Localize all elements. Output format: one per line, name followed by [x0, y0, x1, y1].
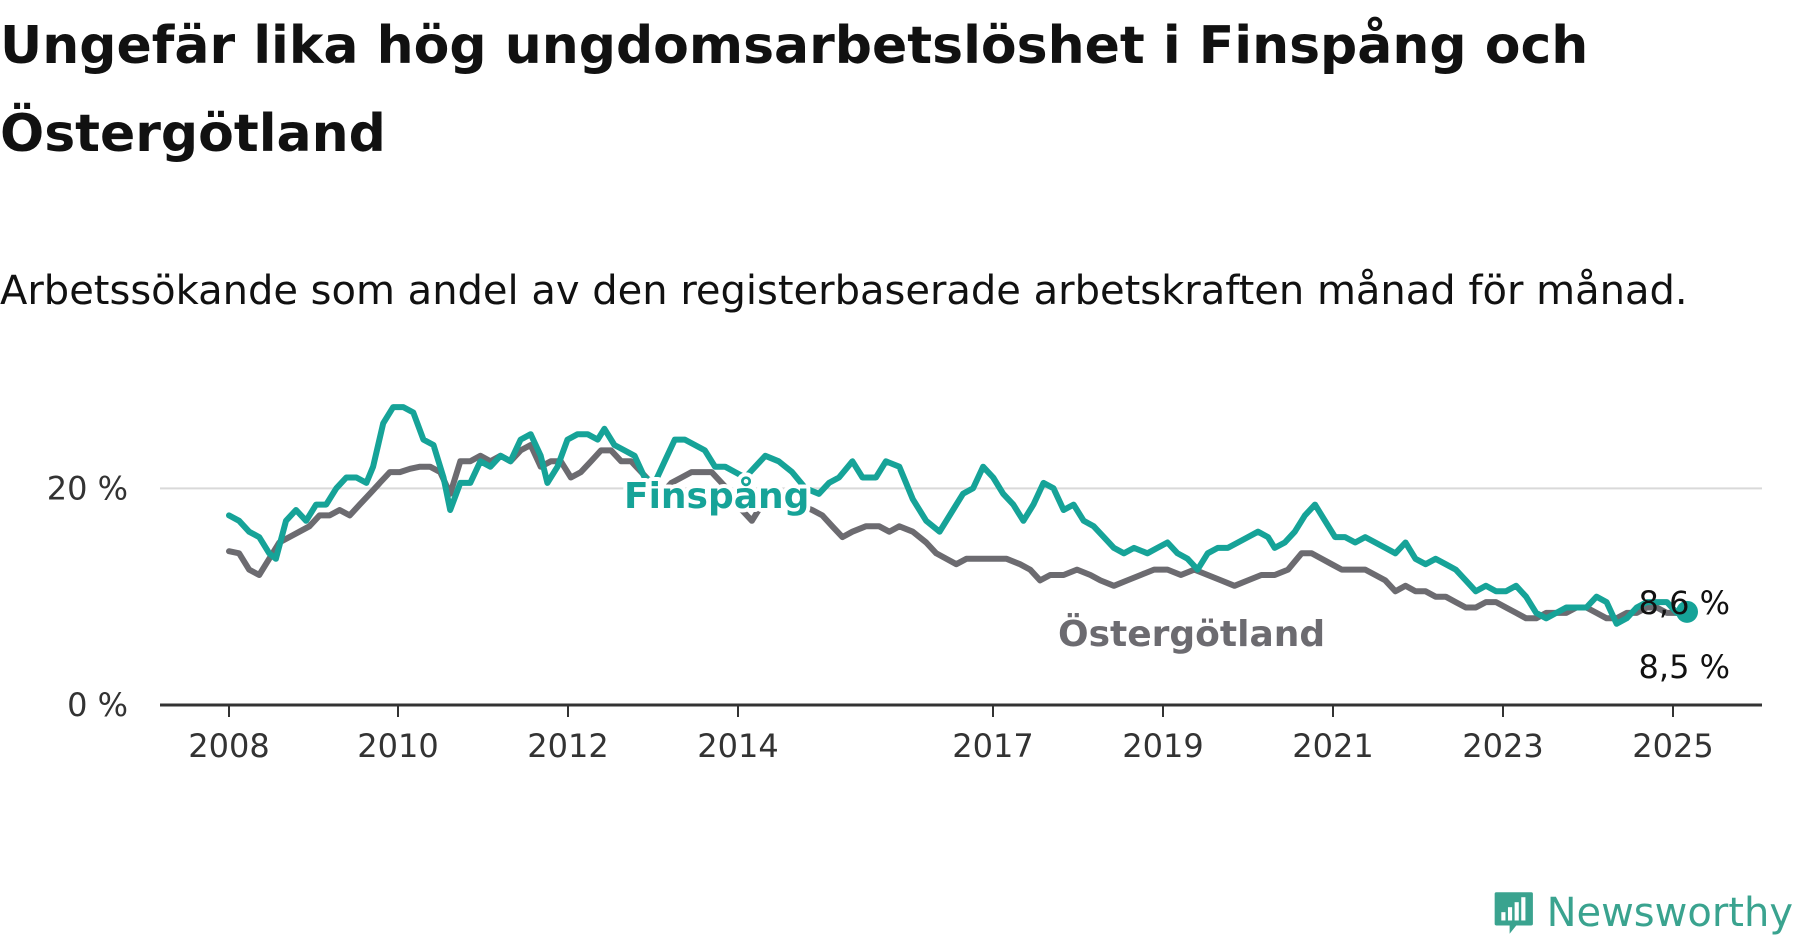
newsworthy-logo: Newsworthy — [1493, 886, 1793, 940]
x-tick-label: 2023 — [1462, 727, 1543, 765]
logo-text: Newsworthy — [1546, 890, 1793, 936]
axis-layer: 0 % 20 % 2008 2010 2012 2014 2017 2019 2021 2023 2… — [47, 469, 1762, 765]
series-layer — [226, 404, 1698, 627]
x-tick-label: 2025 — [1632, 727, 1713, 765]
series-label-finspang: Finspång — [624, 476, 809, 517]
x-tick-label: 2017 — [952, 727, 1033, 765]
series-line-finspang — [226, 404, 1690, 627]
chart-title: Ungefär lika hög ungdomsarbetslöshet i F… — [0, 16, 1589, 164]
x-tick-label: 2012 — [527, 727, 608, 765]
y-tick-label: 20 % — [47, 469, 128, 507]
label-layer: Finspång Östergötland 8,6 % 8,5 % — [620, 472, 1730, 686]
x-tick-label: 2021 — [1292, 727, 1373, 765]
chart-subtitle: Arbetssökande som andel av den registerb… — [0, 268, 1688, 314]
x-tick-label: 2010 — [357, 727, 438, 765]
series-label-ostergotland: Östergötland — [1058, 613, 1325, 655]
x-tick-label: 2019 — [1122, 727, 1203, 765]
end-value-label-finspang: 8,6 % — [1639, 584, 1730, 622]
bar-chart-logo-icon — [1494, 892, 1533, 934]
y-tick-label: 0 % — [67, 686, 128, 724]
x-tick-label: 2008 — [188, 727, 269, 765]
end-value-label-ostergotland: 8,5 % — [1639, 648, 1730, 686]
series-endpoint-finspang — [1676, 600, 1698, 623]
series-line-ostergotland — [226, 442, 1690, 622]
x-tick-label: 2014 — [697, 727, 778, 765]
